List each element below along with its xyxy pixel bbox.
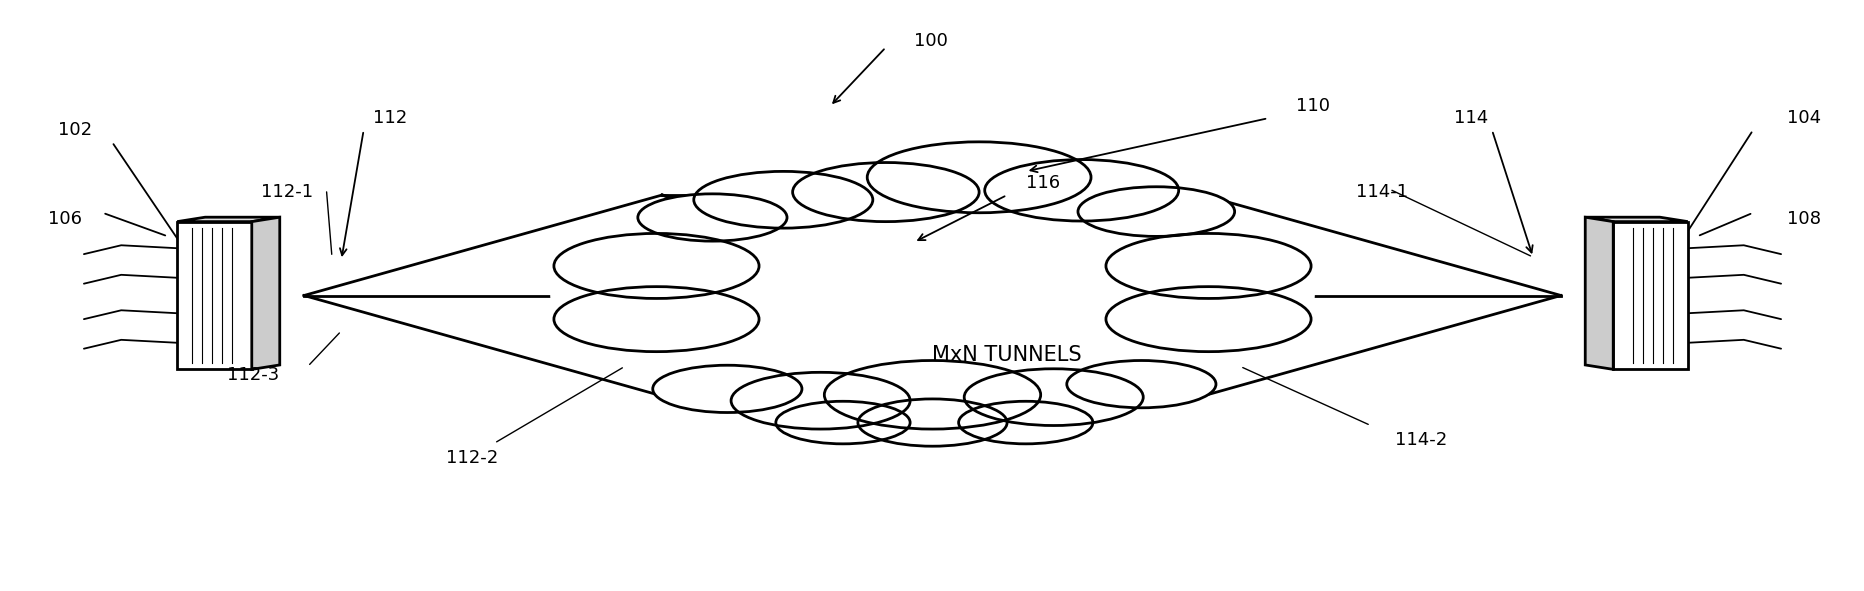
Circle shape bbox=[693, 171, 872, 228]
Text: 114-2: 114-2 bbox=[1394, 431, 1446, 449]
Circle shape bbox=[1105, 287, 1310, 352]
Text: 114: 114 bbox=[1454, 109, 1487, 127]
Text: 106: 106 bbox=[48, 210, 82, 228]
Text: 112: 112 bbox=[373, 109, 406, 127]
Polygon shape bbox=[252, 217, 280, 369]
Circle shape bbox=[637, 194, 787, 241]
Text: 108: 108 bbox=[1786, 210, 1819, 228]
Circle shape bbox=[775, 401, 910, 444]
Text: 112-3: 112-3 bbox=[227, 366, 280, 384]
Circle shape bbox=[1105, 233, 1310, 298]
Circle shape bbox=[550, 251, 829, 340]
Circle shape bbox=[690, 219, 1174, 372]
Circle shape bbox=[554, 233, 759, 298]
Bar bbox=[1612, 222, 1687, 369]
Circle shape bbox=[895, 266, 1230, 372]
Circle shape bbox=[554, 287, 759, 352]
Text: 104: 104 bbox=[1786, 109, 1819, 127]
Circle shape bbox=[964, 369, 1143, 426]
Circle shape bbox=[958, 401, 1092, 444]
Polygon shape bbox=[1584, 217, 1612, 369]
Text: MxN TUNNELS: MxN TUNNELS bbox=[932, 345, 1081, 365]
Circle shape bbox=[1077, 187, 1234, 236]
Circle shape bbox=[857, 399, 1007, 446]
Bar bbox=[177, 222, 252, 369]
Circle shape bbox=[1066, 361, 1215, 408]
Text: 112-1: 112-1 bbox=[261, 183, 313, 201]
Text: 100: 100 bbox=[913, 33, 947, 50]
Text: 110: 110 bbox=[1295, 98, 1329, 115]
Text: 112-2: 112-2 bbox=[445, 449, 498, 467]
Circle shape bbox=[1035, 251, 1314, 340]
Polygon shape bbox=[177, 217, 280, 222]
Circle shape bbox=[867, 142, 1090, 213]
Circle shape bbox=[764, 189, 1100, 296]
Text: 102: 102 bbox=[58, 121, 91, 139]
Circle shape bbox=[634, 266, 969, 372]
Circle shape bbox=[764, 296, 1100, 402]
Circle shape bbox=[652, 365, 802, 413]
Text: 116: 116 bbox=[1025, 174, 1059, 192]
Circle shape bbox=[792, 163, 979, 222]
Circle shape bbox=[895, 219, 1230, 325]
Polygon shape bbox=[1584, 217, 1687, 222]
Text: 114-1: 114-1 bbox=[1355, 183, 1407, 201]
Circle shape bbox=[731, 372, 910, 429]
Circle shape bbox=[634, 219, 969, 325]
Circle shape bbox=[824, 361, 1040, 429]
Circle shape bbox=[984, 160, 1178, 221]
